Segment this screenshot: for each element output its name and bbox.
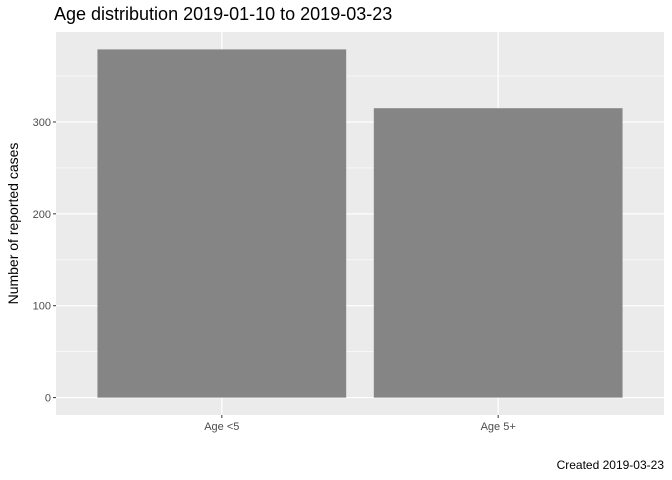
y-axis-label: Number of reported cases (5, 143, 21, 305)
y-axis: 0 100 200 300 (33, 117, 56, 405)
y-tick-label: 100 (33, 301, 51, 313)
x-tick-label: Age <5 (204, 421, 239, 433)
y-tick-label: 300 (33, 117, 51, 129)
caption: Created 2019-03-23 (557, 458, 665, 472)
bar (97, 49, 347, 398)
x-axis: Age <5 Age 5+ (204, 415, 516, 433)
bars (97, 49, 623, 398)
y-tick-label: 0 (45, 393, 51, 405)
chart-title: Age distribution 2019-01-10 to 2019-03-2… (54, 4, 392, 24)
x-tick-label: Age 5+ (481, 421, 516, 433)
bar (373, 108, 623, 398)
y-tick-label: 200 (33, 209, 51, 221)
